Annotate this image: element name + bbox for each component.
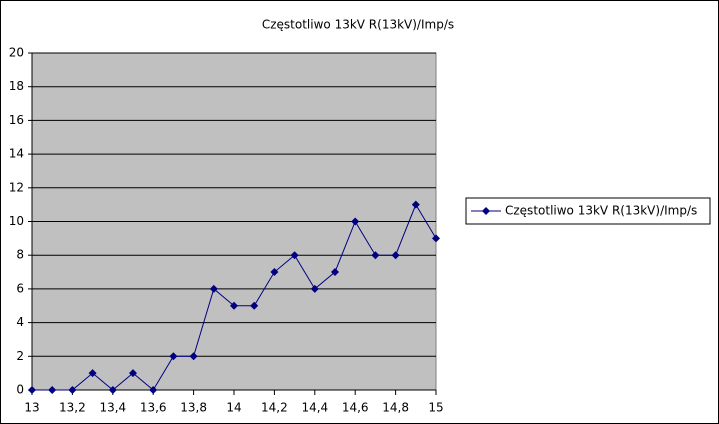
data-point bbox=[209, 284, 218, 293]
legend-box bbox=[465, 197, 711, 225]
data-point bbox=[129, 369, 137, 378]
y-tick-label: 0 bbox=[16, 383, 24, 397]
data-point bbox=[48, 386, 57, 394]
x-tick-label: 14 bbox=[226, 401, 241, 415]
y-tick-label: 10 bbox=[9, 214, 24, 228]
legend-marker bbox=[482, 207, 490, 215]
data-point bbox=[432, 234, 440, 243]
y-tick-label: 6 bbox=[16, 281, 24, 295]
x-tick-label: 14,4 bbox=[301, 401, 328, 415]
data-point bbox=[290, 251, 299, 260]
x-tick-label: 14,2 bbox=[261, 401, 288, 415]
y-tick-label: 4 bbox=[16, 315, 24, 329]
y-tick-label: 14 bbox=[9, 147, 24, 161]
chart-title: Częstotliwo 13kV R(13kV)/Imp/s bbox=[262, 18, 454, 32]
x-tick-label: 14,6 bbox=[342, 401, 369, 415]
data-point bbox=[88, 369, 97, 378]
y-tick-label: 20 bbox=[9, 46, 24, 60]
y-tick-label: 8 bbox=[16, 248, 24, 262]
data-point bbox=[270, 268, 279, 277]
y-tick-label: 18 bbox=[9, 79, 24, 93]
x-tick-label: 15 bbox=[428, 401, 443, 415]
x-tick-label: 13,4 bbox=[99, 401, 126, 415]
y-tick-label: 16 bbox=[9, 113, 24, 127]
data-point bbox=[351, 217, 360, 226]
data-point bbox=[331, 268, 339, 277]
data-point bbox=[189, 352, 198, 361]
x-tick-label: 13,8 bbox=[180, 401, 207, 415]
x-tick-label: 13 bbox=[24, 401, 39, 415]
data-point bbox=[68, 386, 77, 394]
legend-label: Częstotliwo 13kV R(13kV)/Imp/s bbox=[505, 204, 697, 218]
data-point bbox=[28, 386, 36, 394]
x-tick-label: 13,2 bbox=[59, 401, 86, 415]
data-point bbox=[371, 251, 380, 260]
y-tick-label: 12 bbox=[9, 180, 24, 194]
data-point bbox=[108, 386, 117, 394]
data-point bbox=[310, 284, 319, 293]
x-tick-label: 13,6 bbox=[140, 401, 167, 415]
data-point bbox=[411, 200, 420, 209]
y-tick-label: 2 bbox=[16, 349, 24, 363]
data-point bbox=[250, 301, 259, 310]
x-tick-label: 14,8 bbox=[382, 401, 409, 415]
data-point bbox=[149, 386, 158, 394]
data-point bbox=[169, 352, 178, 361]
data-point bbox=[230, 301, 238, 310]
data-point bbox=[391, 251, 400, 260]
